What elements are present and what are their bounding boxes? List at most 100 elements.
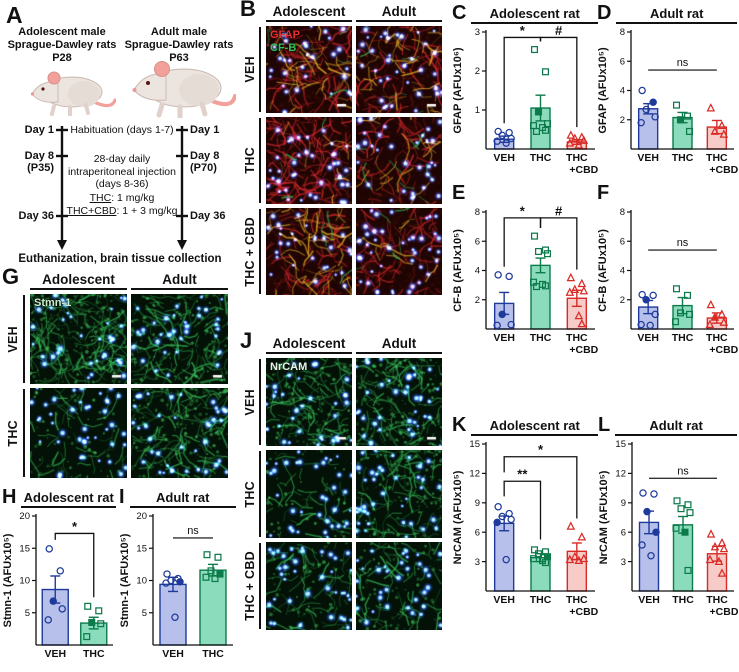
chart-header: L Adult rat — [598, 414, 739, 436]
data-point-VEH — [494, 502, 502, 511]
data-point-THC+CBD — [579, 135, 589, 144]
panel-letter-h: H — [2, 486, 17, 508]
data-point-THC — [530, 546, 539, 554]
micro-row-1: THC — [238, 117, 452, 204]
data-point-THC — [207, 567, 215, 575]
y-tick-label: 2 — [475, 295, 480, 306]
micro-image-J-r1c0 — [266, 450, 352, 538]
y-tick-label: 3 — [621, 557, 626, 568]
adult-group-header: Adult male Sprague-Dawley rats P63 — [124, 26, 234, 64]
error-bar-THC — [677, 296, 688, 315]
chart-title: Adult rat — [129, 490, 236, 508]
column-headers: Adolescent Adult — [266, 0, 452, 22]
y-tick-label: 10 — [136, 576, 147, 587]
category-label: THC — [566, 594, 588, 606]
micro-image-G-r0c0 — [30, 294, 127, 384]
data-point-THC — [541, 126, 550, 134]
y-axis-label: CF-B (AFUx10⁵) — [597, 229, 609, 312]
data-point-THC — [532, 127, 541, 135]
data-point-VEH — [498, 512, 506, 521]
endpoint-text: Euthanization, brain tissue collection — [18, 253, 222, 265]
habituation-text: Habituation (days 1-7) — [70, 124, 174, 136]
data-point-THC+CBD — [717, 120, 727, 130]
data-point-VEH — [502, 555, 510, 564]
data-point-VEH — [638, 541, 646, 549]
y-axis-label: NrCAM (AFUx10⁵) — [598, 470, 610, 564]
y-tick-label: 4 — [475, 266, 480, 277]
data-point-THC+CBD — [717, 538, 727, 547]
row-label-text: VEH — [243, 56, 257, 83]
data-point-THC+CBD — [570, 551, 580, 561]
data-point-VEH — [642, 296, 650, 304]
data-point-THC — [216, 570, 224, 578]
chart-title: Adult rat — [616, 6, 737, 24]
panel-letter-k: K — [452, 414, 467, 436]
col-header-0: Adolescent — [30, 272, 127, 290]
y-tick-label: 12 — [469, 469, 480, 480]
category-label: VEH — [162, 648, 184, 660]
y-tick-label: 8 — [620, 27, 625, 38]
micro-row-0: VEH NrCAM — [238, 358, 452, 446]
thccbd-dose-line: THC+CBD: 1 + 3 mg/kg — [64, 205, 180, 218]
data-point-VEH — [647, 551, 655, 560]
data-point-VEH — [637, 118, 645, 127]
micro-image-G-r0c1 — [131, 294, 228, 384]
data-point-VEH — [56, 567, 64, 575]
panel-letter-e: E — [452, 182, 466, 204]
category-label: THC — [530, 332, 552, 344]
data-point-THC+CBD — [719, 129, 729, 138]
error-bar-THC — [535, 257, 546, 274]
row-label-text: THC — [243, 147, 257, 174]
data-point-THC — [84, 602, 92, 610]
adolescent-group-header: Adolescent male Sprague-Dawley rats P28 — [7, 26, 117, 64]
data-point-THC — [673, 497, 681, 505]
panel-letter-l: L — [598, 414, 611, 436]
data-point-THC — [672, 285, 681, 293]
micro-cell — [356, 117, 442, 204]
category-label: THC — [530, 594, 552, 606]
category-label: THC — [566, 332, 588, 344]
chart-header: H Adolescent rat — [2, 486, 118, 508]
data-point-THC+CBD — [565, 287, 575, 296]
data-point-THC — [676, 116, 685, 124]
micro-row-1: THC — [238, 450, 452, 538]
chart-title: Adolescent rat — [471, 418, 598, 436]
data-point-VEH — [643, 507, 651, 516]
y-tick-label: 15 — [136, 543, 147, 554]
data-point-VEH — [163, 570, 171, 578]
row-label-1: THC — [238, 117, 262, 204]
micro-cell — [30, 388, 127, 478]
sig-label: * — [520, 23, 526, 38]
data-point-THC — [202, 573, 210, 581]
stain-label-gfap: GFAP — [270, 29, 300, 41]
data-point-THC+CBD — [577, 278, 587, 288]
data-point-VEH — [652, 528, 660, 536]
col-header-1: Adult — [356, 336, 442, 354]
day1-left: Day 1 — [24, 124, 54, 136]
y-tick-label: 9 — [475, 498, 480, 509]
thc-dose-label: THC — [89, 192, 112, 204]
y-tick-label: 6 — [475, 236, 480, 247]
data-point-THC — [541, 68, 550, 76]
data-point-THC — [671, 318, 680, 326]
micro-cell — [356, 358, 442, 446]
micro-cell — [356, 26, 442, 113]
micro-row-0: VEH GFAP CF-B — [238, 26, 452, 113]
y-tick-label: 8 — [475, 207, 480, 218]
sig-label: # — [555, 203, 563, 218]
panel-L: L Adult rat 3 6 9 12 15 NrCAM (AFUx10⁵) VEH THC TH… — [598, 414, 739, 630]
micro-row-2: THC + CBD — [238, 542, 452, 630]
data-point-VEH — [176, 578, 184, 586]
sig-label: ns — [677, 465, 689, 477]
data-point-THC+CBD — [719, 317, 729, 326]
row-label-2: THC + CBD — [238, 542, 262, 630]
data-point-VEH — [493, 137, 501, 145]
data-point-VEH — [58, 605, 66, 613]
micro-cell — [266, 208, 352, 295]
data-point-THC+CBD — [565, 554, 575, 564]
sig-bracket — [539, 217, 578, 270]
data-point-VEH — [45, 545, 53, 553]
